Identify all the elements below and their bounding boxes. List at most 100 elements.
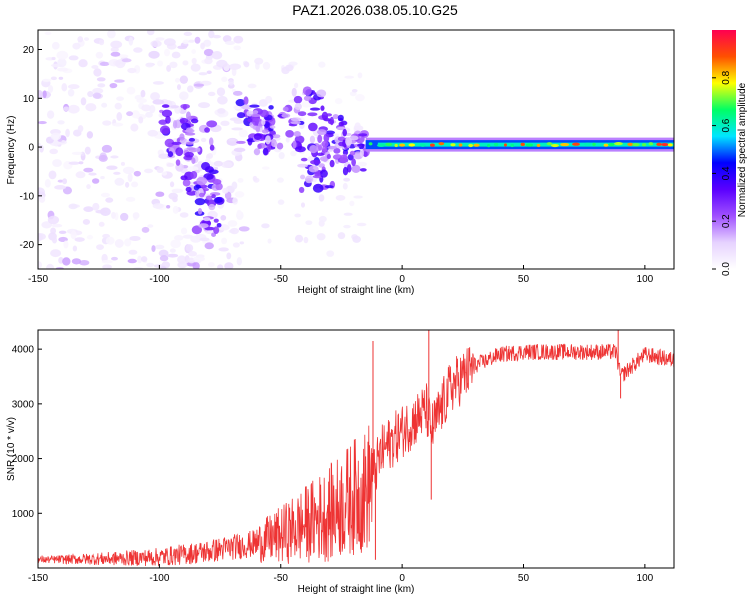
carrier-peak xyxy=(368,142,373,146)
spectrogram-noise-blob xyxy=(158,153,170,159)
spectrogram-noise-blob xyxy=(145,62,154,68)
spectrogram-noise-blob xyxy=(113,171,121,175)
spectrogram-noise-blob xyxy=(67,84,80,90)
spectrogram-noise-blob xyxy=(116,96,124,101)
spectrogram-noise-blob xyxy=(120,161,126,166)
spectrogram-noise-blob xyxy=(171,51,181,59)
spectrogram-signal-blob xyxy=(252,117,260,126)
spectrogram-noise-blob xyxy=(147,224,154,228)
spectrogram-noise-blob xyxy=(211,51,223,60)
spectrogram-signal-blob xyxy=(297,111,307,117)
spectrogram-noise-blob xyxy=(63,240,69,249)
spectrogram-signal-blob xyxy=(333,147,341,154)
spectrogram-noise-blob xyxy=(86,234,94,240)
spectrogram-noise-blob xyxy=(188,251,197,257)
spectrogram-noise-blob xyxy=(290,150,297,157)
spectrogram-signal-blob xyxy=(347,154,354,161)
spectrogram-noise-blob xyxy=(70,230,77,240)
spectrogram-noise-blob xyxy=(228,79,234,86)
x-tick-label: -100 xyxy=(149,573,169,584)
spectrogram-signal-blob xyxy=(351,158,356,167)
spectrogram-signal-blob xyxy=(294,102,302,111)
carrier-peak xyxy=(503,143,507,147)
spectrogram-noise-blob xyxy=(58,76,64,80)
spectrogram-noise-blob xyxy=(213,160,223,167)
spectrogram-signal-blob xyxy=(363,151,368,158)
spectrogram-signal-blob xyxy=(337,136,346,142)
spectrogram-signal-blob xyxy=(182,104,187,110)
spectrogram-signal-blob xyxy=(290,121,301,125)
spectrogram-signal-blob xyxy=(213,218,219,223)
spectrogram-signal-blob xyxy=(198,192,205,198)
spectrogram-noise-blob xyxy=(160,266,167,269)
carrier-peak xyxy=(648,142,654,146)
spectrogram-noise-blob xyxy=(61,83,68,92)
spectrogram-noise-blob xyxy=(352,235,361,243)
spectrogram-signal-blob xyxy=(236,140,246,144)
spectrogram-signal-blob xyxy=(188,147,198,153)
spectrogram-marks xyxy=(38,30,674,269)
spectrogram-signal-blob xyxy=(324,185,334,189)
spectrogram-noise-blob xyxy=(303,236,309,244)
carrier-peak xyxy=(560,142,570,147)
y-tick-label: -20 xyxy=(20,240,35,251)
spectrogram-signal-blob xyxy=(198,223,209,229)
colorbar-gradient xyxy=(712,30,736,269)
spectrogram-noise-blob xyxy=(154,133,166,140)
spectrogram-signal-blob xyxy=(309,145,318,154)
spectrogram-signal-blob xyxy=(184,151,194,158)
spectrogram-noise-blob xyxy=(236,209,242,217)
carrier-peak xyxy=(450,143,456,147)
y-tick-label: 1000 xyxy=(12,509,35,520)
x-tick-label: 50 xyxy=(518,573,530,584)
spectrogram-noise-blob xyxy=(217,95,228,105)
spectrogram-noise-blob xyxy=(125,196,136,202)
colorbar-tick-label: 0.2 xyxy=(721,214,732,228)
spectrogram-noise-blob xyxy=(97,83,106,88)
spectrogram-noise-blob xyxy=(145,111,153,118)
spectrogram-noise-blob xyxy=(111,211,116,219)
spectrogram-signal-blob xyxy=(269,125,276,129)
spectrogram-x-ticks: -150 -100 -50 0 50 100 xyxy=(28,265,654,285)
spectrogram-noise-blob xyxy=(95,209,107,214)
spectrogram-noise-blob xyxy=(166,162,175,167)
spectrogram-signal-blob xyxy=(300,157,308,162)
snr-x-ticks: -150 -100 -50 0 50 100 xyxy=(28,564,654,584)
spectrogram-noise-blob xyxy=(355,94,365,102)
y-tick-label: 3000 xyxy=(12,399,35,410)
spectrogram-noise-blob xyxy=(261,223,270,229)
spectrogram-noise-blob xyxy=(326,250,335,257)
spectrogram-noise-blob xyxy=(218,247,229,252)
spectrogram-noise-blob xyxy=(190,63,201,72)
spectrogram-noise-blob xyxy=(239,241,245,245)
spectrogram-noise-blob xyxy=(140,256,148,263)
snr-plot-area xyxy=(38,330,674,568)
spectrogram-noise-blob xyxy=(101,144,112,153)
spectrogram-signal-blob xyxy=(203,173,214,180)
spectrogram-noise-blob xyxy=(49,148,59,155)
spectrogram-signal-blob xyxy=(161,109,173,118)
spectrogram-noise-blob xyxy=(236,257,243,266)
spectrogram-x-label: Height of straight line (km) xyxy=(298,285,415,296)
snr-panel: -150 -100 -50 0 50 100 1000 2000 3000 4000 Heigh… xyxy=(6,329,675,595)
spectrogram-noise-blob xyxy=(166,64,172,72)
spectrogram-signal-blob xyxy=(185,111,191,121)
spectrogram-noise-blob xyxy=(193,255,205,262)
spectrogram-signal-blob xyxy=(172,120,178,129)
spectrogram-noise-blob xyxy=(163,38,176,47)
spectrogram-noise-blob xyxy=(159,255,169,262)
spectrogram-noise-blob xyxy=(51,56,56,61)
spectrogram-noise-blob xyxy=(152,203,164,209)
spectrogram-signal-blob xyxy=(322,156,328,162)
spectrogram-noise-blob xyxy=(42,78,52,82)
spectrogram-signal-blob xyxy=(359,148,364,158)
spectrogram-signal-blob xyxy=(261,129,269,134)
spectrogram-noise-blob xyxy=(224,262,234,269)
spectrogram-noise-blob xyxy=(225,40,236,45)
spectrogram-noise-blob xyxy=(78,59,88,68)
spectrogram-signal-blob xyxy=(211,232,217,237)
spectrogram-noise-blob xyxy=(188,39,195,43)
spectrogram-signal-blob xyxy=(319,169,328,178)
spectrogram-noise-blob xyxy=(110,40,123,49)
spectrogram-noise-blob xyxy=(149,105,156,114)
